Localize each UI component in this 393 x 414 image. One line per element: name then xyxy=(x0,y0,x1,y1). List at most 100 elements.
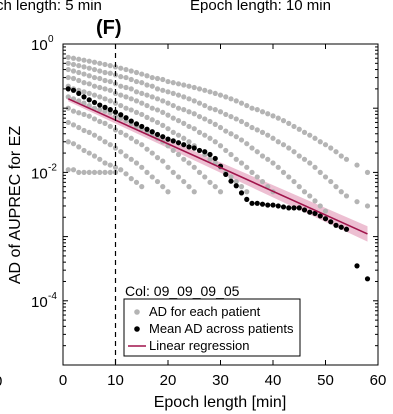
patient-point xyxy=(123,74,129,81)
x-ticks-group: 0 10 20 30 40 50 60 xyxy=(59,44,386,389)
patient-point xyxy=(118,102,124,109)
patient-point xyxy=(196,86,203,92)
patient-point xyxy=(254,149,260,155)
patient-point xyxy=(254,107,260,113)
patient-point xyxy=(196,129,203,135)
patient-point xyxy=(291,149,297,155)
patient-point xyxy=(165,189,171,195)
mean-point xyxy=(254,200,260,206)
patient-point xyxy=(133,78,140,85)
patient-point xyxy=(91,169,98,175)
patient-point xyxy=(207,105,213,111)
patient-point xyxy=(175,118,182,124)
patient-point xyxy=(202,102,208,109)
patient-point xyxy=(65,54,71,60)
patient-point xyxy=(133,139,140,145)
patient-point xyxy=(107,162,113,168)
patient-point xyxy=(149,150,155,156)
patient-point xyxy=(123,66,129,73)
patient-point xyxy=(207,89,213,95)
patient-point xyxy=(165,126,171,132)
mean-point xyxy=(301,207,308,213)
patient-point xyxy=(354,199,360,205)
patient-point xyxy=(338,189,344,195)
patient-point xyxy=(128,156,134,162)
patient-point xyxy=(202,174,208,180)
mean-point xyxy=(307,209,313,215)
patient-point xyxy=(133,98,140,104)
mean-point xyxy=(333,222,339,228)
top-left-clipped-text: ch length: 5 min xyxy=(0,0,102,14)
patient-point xyxy=(275,115,281,121)
patient-point xyxy=(254,174,260,180)
patient-point xyxy=(160,184,166,190)
patient-point xyxy=(228,131,234,137)
patient-point xyxy=(76,56,82,62)
patient-point xyxy=(133,179,140,185)
mean-point xyxy=(65,86,71,92)
patient-point xyxy=(244,102,250,109)
patient-point xyxy=(265,156,271,162)
patient-point xyxy=(249,124,255,131)
patient-point xyxy=(76,124,82,131)
patient-point xyxy=(149,174,155,180)
mean-point xyxy=(123,115,129,121)
patient-point xyxy=(76,77,82,84)
patient-point xyxy=(286,174,292,180)
patient-point xyxy=(102,61,108,68)
patient-point xyxy=(202,87,208,93)
y-tick-label: 10 xyxy=(31,37,48,54)
patient-point xyxy=(76,144,82,150)
patient-point xyxy=(86,65,92,71)
patient-point xyxy=(312,135,318,141)
panel-label: (F) xyxy=(96,17,122,39)
patient-point xyxy=(128,135,134,141)
patient-point xyxy=(307,160,313,166)
patient-point xyxy=(139,142,145,148)
patient-points-group xyxy=(65,54,371,214)
patient-point xyxy=(139,90,145,97)
patient-point xyxy=(144,92,150,98)
mean-point xyxy=(280,204,287,210)
patient-point xyxy=(97,94,103,100)
patient-point xyxy=(107,169,113,175)
patient-point xyxy=(86,81,92,87)
patient-point xyxy=(280,169,287,175)
patient-point xyxy=(65,60,71,66)
patient-point xyxy=(249,169,255,175)
patient-point xyxy=(139,71,145,77)
legend-label-mean: Mean AD across patients xyxy=(149,321,294,336)
patient-point xyxy=(228,151,234,158)
patient-point xyxy=(128,107,134,113)
mean-point xyxy=(118,112,124,118)
patient-point xyxy=(160,87,166,93)
patient-point xyxy=(123,105,129,111)
patient-point xyxy=(149,105,155,111)
patient-point xyxy=(81,127,87,134)
patient-point xyxy=(70,55,77,61)
mean-point xyxy=(102,104,108,110)
mean-point xyxy=(244,196,250,202)
patient-point xyxy=(97,156,103,162)
patient-point xyxy=(76,63,82,69)
patient-point xyxy=(254,127,260,133)
patient-point xyxy=(186,96,192,102)
patient-point xyxy=(102,120,108,126)
mean-point xyxy=(97,102,103,108)
patient-point xyxy=(196,113,203,120)
patient-point xyxy=(76,110,82,116)
patient-point xyxy=(233,116,239,122)
patient-point xyxy=(102,86,108,92)
patient-point xyxy=(112,164,119,170)
patient-point xyxy=(270,135,276,141)
patient-point xyxy=(123,94,129,100)
patient-point xyxy=(244,141,250,147)
mean-point xyxy=(343,226,350,232)
colormap-annotation: Col: 09_09_09_05 xyxy=(125,283,240,299)
patient-point xyxy=(181,178,187,185)
y-tick-label: 10 xyxy=(31,294,48,311)
patient-point xyxy=(175,81,182,87)
patient-point xyxy=(128,176,134,182)
patient-point xyxy=(217,189,224,195)
mean-point xyxy=(144,126,150,132)
